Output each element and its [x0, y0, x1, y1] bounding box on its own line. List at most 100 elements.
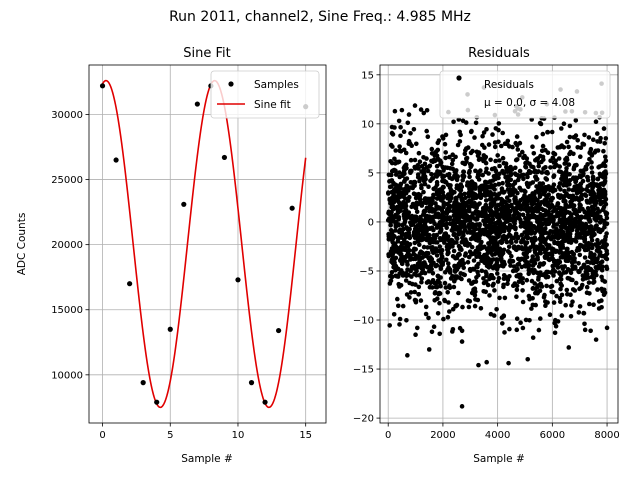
residual-point	[497, 163, 502, 169]
residual-point	[555, 265, 561, 270]
residual-point	[573, 224, 578, 229]
residual-point	[414, 226, 419, 231]
residual-point	[395, 296, 400, 302]
residual-point	[579, 221, 585, 226]
residual-point	[497, 225, 502, 231]
residual-point	[386, 172, 392, 178]
residual-point	[512, 179, 518, 185]
residual-point	[416, 201, 421, 207]
residual-point	[411, 229, 417, 235]
residual-point	[397, 202, 403, 207]
residual-point	[500, 130, 506, 136]
residual-point	[520, 299, 526, 305]
residual-point	[561, 121, 567, 126]
residual-point	[529, 306, 534, 311]
residual-point	[390, 204, 396, 209]
residual-outlier-point	[514, 327, 520, 333]
residual-point	[483, 204, 488, 209]
residual-point	[496, 264, 501, 269]
residuals-ytick-label: 15	[361, 70, 374, 81]
residual-point	[597, 193, 603, 199]
residual-point	[405, 226, 410, 232]
residual-point	[454, 206, 459, 211]
residual-point	[452, 264, 457, 269]
residual-point	[584, 274, 590, 280]
residual-point	[558, 245, 563, 250]
residual-point	[443, 132, 449, 138]
residual-point	[594, 272, 599, 278]
residual-point	[537, 223, 543, 229]
residual-point	[394, 219, 399, 225]
legend-sine-fit-label: Sine fit	[254, 99, 291, 111]
residual-point	[535, 169, 540, 175]
residual-point	[428, 262, 434, 267]
residual-point	[504, 164, 509, 170]
residual-point	[557, 270, 562, 275]
residual-point	[597, 250, 603, 255]
residual-point	[589, 170, 595, 175]
residual-point	[453, 195, 459, 201]
residual-point	[507, 212, 512, 218]
residual-point	[602, 141, 607, 146]
residual-point	[402, 247, 408, 253]
residual-point	[515, 173, 521, 178]
residual-point	[593, 224, 598, 229]
residual-point	[488, 157, 493, 163]
residual-point	[577, 252, 583, 258]
residual-point	[387, 323, 393, 328]
residual-point	[507, 144, 512, 149]
residual-point	[515, 266, 520, 272]
residual-point	[423, 304, 429, 310]
residual-point	[559, 126, 564, 131]
residual-point	[483, 289, 489, 295]
residual-point	[508, 263, 513, 268]
residual-point	[444, 257, 449, 263]
residual-point	[469, 187, 474, 193]
residual-point	[546, 235, 551, 240]
residual-point	[599, 266, 604, 271]
residual-point	[493, 172, 499, 178]
residual-point	[417, 197, 423, 202]
sine-fit-xtick-label: 0	[99, 430, 105, 441]
residual-point	[525, 209, 531, 214]
residual-point	[488, 219, 493, 225]
residual-point	[543, 176, 548, 181]
residual-point	[592, 242, 598, 247]
residual-point	[585, 162, 590, 167]
residual-point	[432, 280, 438, 286]
residual-outlier-point	[405, 353, 410, 358]
legend-samples-marker	[228, 81, 234, 87]
residual-point	[601, 126, 607, 131]
residual-point	[558, 181, 563, 186]
residual-point	[393, 148, 399, 153]
residual-point	[396, 303, 401, 309]
residual-point	[464, 156, 469, 162]
residual-point	[499, 256, 504, 261]
residual-point	[398, 283, 404, 288]
residual-point	[575, 246, 581, 251]
residual-point	[474, 149, 480, 155]
residuals-ytick-label: −5	[359, 266, 374, 277]
residual-point	[491, 247, 496, 252]
residual-point	[600, 207, 606, 212]
residual-point	[469, 244, 475, 250]
residual-point	[462, 253, 468, 258]
residual-point	[567, 234, 573, 239]
residual-point	[459, 239, 465, 245]
residual-point	[582, 321, 587, 327]
residual-point	[523, 317, 529, 323]
residual-point	[467, 249, 473, 254]
residual-point	[562, 161, 567, 166]
residual-point	[555, 241, 561, 247]
residual-point	[450, 253, 456, 259]
residual-point	[536, 264, 542, 269]
residual-point	[448, 221, 453, 227]
residual-point	[578, 168, 584, 174]
residual-point	[403, 272, 409, 278]
residual-point	[508, 177, 514, 183]
residual-point	[563, 204, 569, 210]
residual-point	[543, 218, 549, 223]
residual-point	[494, 260, 500, 265]
residual-point	[485, 189, 491, 195]
residual-point	[477, 201, 482, 206]
